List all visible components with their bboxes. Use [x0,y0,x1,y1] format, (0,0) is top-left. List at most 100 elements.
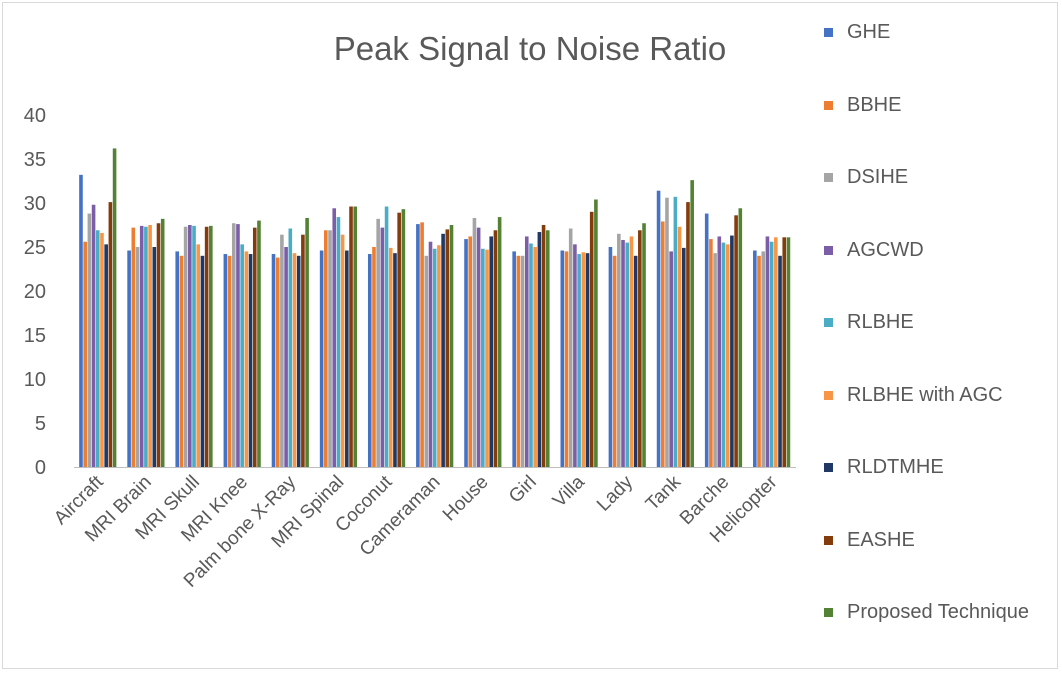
legend-label: EASHE [847,528,915,551]
bar-agcwd [236,224,240,467]
bar-dsihe [280,234,284,467]
bar-rlbhe [673,196,678,467]
bar-bbhe [468,236,473,467]
bar-proposed-technique [353,206,358,467]
bar-dsihe [472,217,477,467]
legend-label: GHE [847,21,891,43]
bar-rlbhe-with-agc [244,251,249,467]
legend-label: RLBHE [847,311,914,333]
bar-rlbhe-with-agc [292,253,297,467]
bar-proposed-technique [690,180,694,467]
bar-bbhe [131,227,136,467]
bar-eashe [686,202,690,467]
bar-agcwd [380,227,385,467]
bar-agcwd [284,247,288,467]
x-tick-label: Lady [593,471,637,515]
legend-item: BBHE [824,89,1047,121]
bar-bbhe [757,255,761,467]
legend: GHE BBHE DSIHE AGCWD RLBHE RLBHE with AGC RLDT… [824,16,1060,666]
bar-rldtmhe [104,244,108,467]
y-tick-label: 0 [35,457,46,479]
legend-swatch [824,245,833,255]
legend-label: BBHE [847,93,902,116]
bar-proposed-technique [449,225,454,467]
bar-bbhe [372,247,376,467]
y-tick-label: 20 [24,281,46,303]
bar-agcwd [476,227,481,467]
bar-ghe [79,174,83,467]
bar-proposed-technique [305,217,309,467]
legend-label: DSIHE [847,166,909,188]
bar-proposed-technique [112,148,117,467]
y-tick-label: 30 [24,193,46,215]
bar-rlbhe-with-agc [629,236,634,467]
bar-rlbhe [577,254,581,467]
bar-rlbhe-with-agc [677,226,682,467]
bar-rlbhe [529,243,533,467]
bar-ghe [512,251,516,467]
bar-ghe [608,247,613,467]
bar-ghe [127,250,131,467]
bar-dsihe [665,197,669,467]
legend-swatch [824,535,833,545]
bar-dsihe [713,253,717,467]
x-tick-label: House [439,472,493,526]
bar-proposed-technique [594,199,598,468]
legend-label: AGCWD [847,238,924,261]
bar-agcwd [91,204,96,467]
bar-rlbhe-with-agc [725,244,730,467]
bar-rlbhe [240,244,244,467]
bar-ghe [656,190,661,467]
bar-rldtmhe [730,235,734,467]
bar-eashe [493,230,498,467]
bar-rlbhe [95,230,100,467]
bar-eashe [252,227,257,467]
bar-proposed-technique [738,208,743,467]
bar-proposed-technique [401,209,406,467]
bar-bbhe [516,255,521,467]
bar-agcwd [717,236,722,467]
bar-rldtmhe [152,247,157,467]
y-tick-label: 15 [24,325,46,347]
bar-rlbhe [288,228,293,467]
bar-bbhe [420,222,424,467]
bar-rlbhe-with-agc [581,252,586,467]
bar-ghe [223,254,228,467]
legend-swatch [824,318,833,327]
bar-ghe [175,251,180,467]
bar-dsihe [87,213,92,467]
bar-agcwd [573,244,577,467]
legend-label: RLDTMHE [847,456,944,478]
bar-dsihe [135,247,140,467]
bar-agcwd [669,251,673,467]
bar-eashe [445,229,450,467]
bar-bbhe [83,241,87,467]
bar-proposed-technique [497,217,502,467]
bar-rlbhe [625,242,630,467]
x-tick-label: Girl [505,472,541,508]
bar-rlbhe-with-agc [100,232,104,467]
bar-dsihe [231,223,236,467]
bar-proposed-technique [257,220,261,467]
bar-bbhe [612,255,617,467]
bar-agcwd [765,236,770,467]
bar-rldtmhe [778,255,782,467]
legend-item: GHE [824,16,1047,48]
x-tick-label: Tank [642,471,686,515]
bar-bbhe [660,221,665,467]
legend-item: AGCWD [824,234,1047,266]
bar-dsihe [328,230,332,467]
bar-rlbhe-with-agc [148,225,152,467]
bar-rldtmhe [633,255,638,467]
bar-eashe [589,211,594,467]
bar-rldtmhe [441,233,445,467]
legend-item: RLDTMHE [824,451,1047,483]
bar-proposed-technique [786,237,791,467]
y-tick-label: 40 [24,105,46,127]
bar-rldtmhe [393,253,397,467]
bar-ghe [464,239,468,467]
bar-rlbhe [144,226,148,467]
bar-rlbhe-with-agc [533,247,537,467]
y-tick-label: 35 [24,149,46,171]
